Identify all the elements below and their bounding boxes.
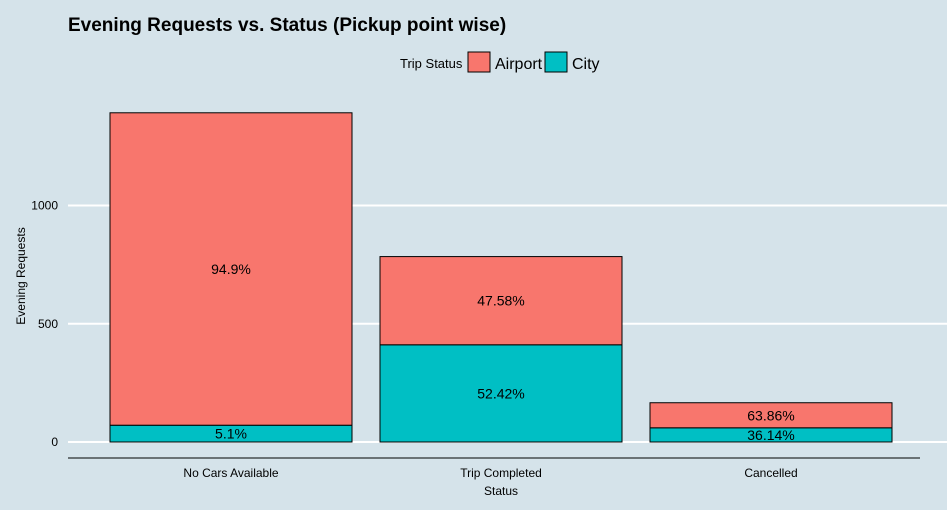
bar-city-1 xyxy=(379,344,623,443)
legend-key-city xyxy=(544,51,568,73)
data-label: 63.86% xyxy=(747,407,794,423)
x-axis-title: Status xyxy=(484,484,518,498)
bar-airport-1 xyxy=(379,256,623,346)
x-tick-label: Cancelled xyxy=(744,466,797,480)
data-label: 47.58% xyxy=(477,293,524,309)
bar-airport-0 xyxy=(109,112,353,426)
y-tick-label: 0 xyxy=(51,435,58,449)
legend-label-city: City xyxy=(572,56,600,73)
legend: Trip Status Airport City xyxy=(400,51,600,73)
legend-title: Trip Status xyxy=(400,56,463,71)
data-label: 52.42% xyxy=(477,385,524,401)
data-label: 94.9% xyxy=(211,261,251,277)
bars xyxy=(109,112,893,443)
chart-title: Evening Requests vs. Status (Pickup poin… xyxy=(68,15,506,36)
bar-airport-2 xyxy=(649,402,893,429)
legend-label-airport: Airport xyxy=(495,56,543,73)
x-axis-ticks: No Cars Available Trip Completed Cancelled xyxy=(183,466,797,480)
data-label: 5.1% xyxy=(215,426,247,442)
data-label: 36.14% xyxy=(747,427,794,443)
y-tick-label: 1000 xyxy=(31,199,58,213)
y-axis-title: Evening Requests xyxy=(14,227,28,324)
x-tick-label: Trip Completed xyxy=(460,466,542,480)
legend-key-airport xyxy=(467,51,491,73)
y-tick-label: 500 xyxy=(38,317,58,331)
x-tick-label: No Cars Available xyxy=(183,466,278,480)
data-labels: 5.1% 94.9% 52.42% 47.58% 36.14% 63.86% xyxy=(211,261,795,443)
y-axis-ticks: 0 500 1000 xyxy=(31,199,58,450)
